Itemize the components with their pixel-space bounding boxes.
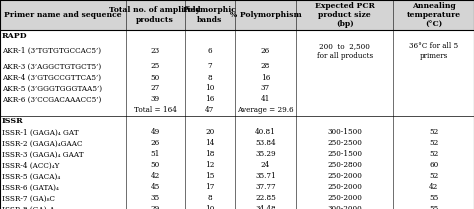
Text: 52: 52	[429, 150, 438, 158]
Bar	[0, 160, 474, 171]
Bar	[0, 171, 474, 182]
Text: 16: 16	[261, 74, 270, 82]
Text: RAPD: RAPD	[1, 32, 27, 40]
Text: 47: 47	[205, 107, 214, 115]
Text: ISSR-7 (GA)₈C: ISSR-7 (GA)₈C	[2, 195, 55, 203]
Text: 18: 18	[205, 150, 214, 158]
Text: 8: 8	[208, 195, 212, 203]
Bar	[0, 41, 474, 61]
Bar	[0, 61, 474, 72]
Text: 40.81: 40.81	[255, 129, 276, 136]
Text: 300-2000: 300-2000	[328, 205, 362, 209]
Text: 28: 28	[261, 62, 270, 70]
Text: 7: 7	[208, 62, 212, 70]
Text: % Polymorphism: % Polymorphism	[229, 11, 301, 19]
Text: ISSR-8 (GA)₈A: ISSR-8 (GA)₈A	[2, 205, 55, 209]
Text: 250-2000: 250-2000	[328, 172, 362, 181]
Text: 12: 12	[205, 162, 214, 169]
Text: 34.48: 34.48	[255, 205, 276, 209]
Text: 10: 10	[205, 84, 214, 93]
Text: 53.84: 53.84	[255, 139, 276, 148]
Bar	[0, 30, 474, 41]
Text: 26: 26	[151, 139, 160, 148]
Text: 250-2000: 250-2000	[328, 195, 362, 203]
Text: 27: 27	[151, 84, 160, 93]
Text: Total no. of amplified
products: Total no. of amplified products	[109, 6, 201, 24]
Text: 52: 52	[429, 129, 438, 136]
Text: 41: 41	[261, 96, 270, 103]
Text: 52: 52	[429, 139, 438, 148]
Text: 300-1500: 300-1500	[328, 129, 362, 136]
Bar	[0, 72, 474, 83]
Text: 50: 50	[151, 162, 160, 169]
Text: 16: 16	[205, 96, 214, 103]
Text: 45: 45	[151, 184, 160, 191]
Text: 20: 20	[205, 129, 214, 136]
Text: ISSR-5 (GACA)₄: ISSR-5 (GACA)₄	[2, 172, 61, 181]
Text: ISSR-3 (GAGA)₄ GAAT: ISSR-3 (GAGA)₄ GAAT	[2, 150, 84, 158]
Text: AKR-6 (3’CCGACAAACC5’): AKR-6 (3’CCGACAAACC5’)	[2, 96, 102, 103]
Bar	[0, 182, 474, 193]
Bar	[0, 0, 474, 30]
Bar	[0, 127, 474, 138]
Text: ISSR-2 (GAGA)₄GAAC: ISSR-2 (GAGA)₄GAAC	[2, 139, 83, 148]
Text: 250-2000: 250-2000	[328, 184, 362, 191]
Text: 60: 60	[429, 162, 438, 169]
Text: 24: 24	[261, 162, 270, 169]
Bar	[0, 204, 474, 209]
Text: 39: 39	[151, 96, 160, 103]
Text: 35.71: 35.71	[255, 172, 276, 181]
Text: Average = 29.6: Average = 29.6	[237, 107, 294, 115]
Text: Polymorphic
bands: Polymorphic bands	[183, 6, 237, 24]
Bar	[0, 193, 474, 204]
Text: 6: 6	[208, 47, 212, 55]
Text: 51: 51	[151, 150, 160, 158]
Text: 10: 10	[205, 205, 214, 209]
Text: 55: 55	[429, 195, 438, 203]
Bar	[0, 105, 474, 116]
Text: 250-1500: 250-1500	[328, 150, 362, 158]
Text: 35.29: 35.29	[255, 150, 276, 158]
Text: 37.77: 37.77	[255, 184, 276, 191]
Text: AKR-5 (3’GGGTGGGTAA5’): AKR-5 (3’GGGTGGGTAA5’)	[2, 84, 102, 93]
Text: 42: 42	[151, 172, 160, 181]
Text: 29: 29	[151, 205, 160, 209]
Bar	[0, 138, 474, 149]
Text: 250-2800: 250-2800	[328, 162, 362, 169]
Text: Annealing
temperature
(°C): Annealing temperature (°C)	[407, 2, 461, 28]
Bar	[0, 83, 474, 94]
Bar	[0, 94, 474, 105]
Text: 26: 26	[261, 47, 270, 55]
Text: AKR-4 (3’GTGCCGTTCA5’): AKR-4 (3’GTGCCGTTCA5’)	[2, 74, 101, 82]
Text: ISSR-4 (ACC)₄Y: ISSR-4 (ACC)₄Y	[2, 162, 60, 169]
Text: 23: 23	[151, 47, 160, 55]
Text: 15: 15	[205, 172, 214, 181]
Text: 37: 37	[261, 84, 270, 93]
Text: 52: 52	[429, 172, 438, 181]
Text: ISSR-1 (GAGA)₄ GAT: ISSR-1 (GAGA)₄ GAT	[2, 129, 79, 136]
Bar	[0, 116, 474, 127]
Text: 49: 49	[151, 129, 160, 136]
Text: 36°C for all 5
primers: 36°C for all 5 primers	[409, 42, 458, 60]
Text: Total = 164: Total = 164	[134, 107, 177, 115]
Text: Primer name and sequence: Primer name and sequence	[4, 11, 122, 19]
Text: 42: 42	[429, 184, 438, 191]
Text: 35: 35	[151, 195, 160, 203]
Text: ISSR: ISSR	[1, 117, 23, 125]
Text: 50: 50	[151, 74, 160, 82]
Text: 14: 14	[205, 139, 214, 148]
Text: AKR-3 (3’AGGCTGTGCT5’): AKR-3 (3’AGGCTGTGCT5’)	[2, 62, 101, 70]
Text: 250-2500: 250-2500	[328, 139, 362, 148]
Text: AKR-1 (3’TGTGTGCCAC5’): AKR-1 (3’TGTGTGCCAC5’)	[2, 47, 101, 55]
Text: 25: 25	[151, 62, 160, 70]
Text: ISSR-6 (GATA)₄: ISSR-6 (GATA)₄	[2, 184, 59, 191]
Bar	[0, 149, 474, 160]
Text: 22.85: 22.85	[255, 195, 276, 203]
Text: Expected PCR
product size
(bp): Expected PCR product size (bp)	[315, 2, 375, 28]
Text: 8: 8	[208, 74, 212, 82]
Text: 55: 55	[429, 205, 438, 209]
Text: 200  to  2,500
for all products: 200 to 2,500 for all products	[317, 42, 373, 60]
Text: 17: 17	[205, 184, 214, 191]
